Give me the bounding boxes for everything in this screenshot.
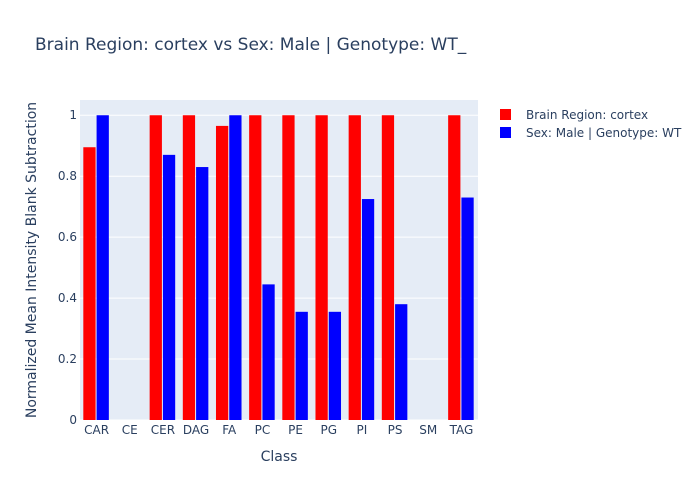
bar-pg-series-2[interactable] (328, 311, 342, 420)
bar-fa-series-2[interactable] (229, 115, 242, 420)
legend-item[interactable]: Sex: Male | Genotype: WT (500, 126, 682, 140)
x-tick-label: PC (255, 423, 271, 437)
bar-pi-series-2[interactable] (361, 199, 375, 420)
bar-pg-series-1[interactable] (315, 115, 328, 420)
bar-cer-series-2[interactable] (162, 154, 176, 420)
x-tick-label: TAG (449, 423, 474, 437)
bar-pc-series-1[interactable] (249, 115, 262, 420)
y-tick-label: 1 (69, 108, 77, 122)
y-tick-label: 0.2 (58, 352, 77, 366)
x-tick-label: PI (357, 423, 368, 437)
bar-dag-series-2[interactable] (196, 167, 209, 420)
bar-fa-series-1[interactable] (215, 125, 229, 421)
y-tick-label: 0 (69, 413, 77, 427)
x-tick-label: PG (320, 423, 337, 437)
y-tick-label: 0.6 (58, 230, 77, 244)
x-tick-label: FA (222, 423, 237, 437)
bar-pc-series-2[interactable] (262, 284, 275, 420)
bar-tag-series-2[interactable] (461, 197, 474, 420)
x-tick-label: SM (419, 423, 437, 437)
bar-pi-series-1[interactable] (348, 115, 361, 420)
bar-car-series-2[interactable] (96, 115, 109, 420)
x-axis-ticks: CAR CE CER DAG FA PC PE PG PI PS SM TAG (84, 423, 473, 437)
bar-ps-series-1[interactable] (381, 115, 395, 420)
bar-cer-series-1[interactable] (149, 115, 162, 420)
x-tick-label: DAG (183, 423, 209, 437)
bars (83, 115, 474, 421)
legend[interactable]: Brain Region: cortex Sex: Male | Genotype… (500, 108, 682, 140)
x-axis-title: Class (261, 449, 298, 465)
x-tick-label: CAR (84, 423, 109, 437)
bar-car-series-1[interactable] (83, 147, 96, 420)
y-tick-label: 0.8 (58, 169, 77, 183)
x-tick-label: CER (151, 423, 175, 437)
y-axis-title: Normalized Mean Intensity Blank Subtract… (24, 102, 40, 418)
bar-ps-series-2[interactable] (395, 304, 408, 420)
bar-tag-series-1[interactable] (448, 115, 461, 420)
grid-lines (80, 114, 478, 421)
bar-pe-series-1[interactable] (282, 115, 295, 420)
chart-title: Brain Region: cortex vs Sex: Male | Geno… (35, 35, 467, 55)
legend-item[interactable]: Brain Region: cortex (500, 108, 648, 122)
legend-swatch (500, 109, 511, 120)
x-tick-label: PE (288, 423, 303, 437)
y-tick-label: 0.4 (58, 291, 77, 305)
x-tick-label: PS (388, 423, 403, 437)
legend-label: Brain Region: cortex (526, 108, 648, 122)
plot-area (80, 100, 478, 420)
bar-dag-series-1[interactable] (182, 115, 196, 420)
legend-label: Sex: Male | Genotype: WT (526, 126, 682, 140)
x-tick-label: CE (122, 423, 138, 437)
bar-pe-series-2[interactable] (295, 311, 308, 420)
y-axis-ticks: 0 0.2 0.4 0.6 0.8 1 (58, 108, 77, 427)
legend-swatch (500, 127, 511, 138)
